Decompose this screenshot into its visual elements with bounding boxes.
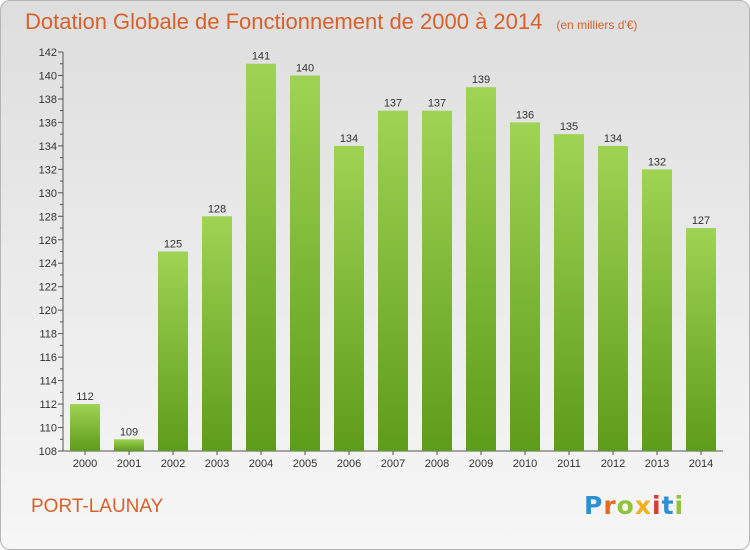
y-tick-label: 110 [39, 423, 57, 435]
bar-value-label: 125 [164, 239, 182, 251]
x-tick-label: 2008 [425, 458, 449, 470]
bar [378, 110, 408, 452]
x-tick-label: 2011 [557, 458, 581, 470]
y-tick-label: 136 [39, 117, 57, 129]
logo-letter: r [603, 491, 617, 520]
bar [642, 169, 672, 451]
bar-value-label: 132 [648, 156, 666, 168]
bar [70, 404, 100, 451]
bar-value-label: 134 [340, 133, 358, 145]
x-tick-label: 2007 [381, 458, 405, 470]
y-tick-label: 142 [39, 47, 57, 59]
x-tick-label: 2014 [689, 458, 713, 470]
y-tick-label: 108 [39, 446, 57, 458]
bar [510, 122, 540, 451]
bar-value-label: 134 [604, 133, 622, 145]
bar [466, 87, 496, 452]
x-tick-label: 2013 [645, 458, 669, 470]
logo-letter: P [584, 491, 604, 520]
y-tick-label: 126 [39, 235, 57, 247]
logo-letter: t [661, 491, 675, 520]
bar-value-label: 141 [252, 51, 270, 63]
bar [246, 63, 276, 452]
bar [334, 145, 364, 451]
chart-title: Dotation Globale de Fonctionnement de 20… [25, 9, 637, 35]
x-tick-label: 2012 [601, 458, 625, 470]
y-tick-label: 134 [39, 141, 57, 153]
y-tick-label: 118 [39, 329, 57, 341]
logo-letter: o [616, 491, 635, 520]
x-tick-label: 2003 [205, 458, 229, 470]
y-tick-label: 138 [39, 94, 57, 106]
y-tick-label: 120 [39, 305, 57, 317]
chart-title-text: Dotation Globale de Fonctionnement de 20… [25, 9, 543, 34]
x-tick-label: 2002 [161, 458, 185, 470]
y-tick-label: 124 [39, 258, 57, 270]
x-tick-label: 2006 [337, 458, 361, 470]
x-tick-label: 2005 [293, 458, 317, 470]
bar-value-label: 136 [516, 109, 534, 121]
x-tick-label: 2001 [117, 458, 141, 470]
bar [114, 439, 144, 451]
bar [686, 228, 716, 451]
x-tick-label: 2000 [73, 458, 97, 470]
bar-value-label: 127 [692, 215, 710, 227]
y-tick-label: 140 [39, 70, 57, 82]
y-tick-label: 116 [39, 352, 57, 364]
proxiti-logo[interactable]: Proxiti [584, 491, 684, 520]
bar-value-label: 128 [208, 203, 226, 215]
y-tick-label: 128 [39, 211, 57, 223]
x-tick-label: 2009 [469, 458, 493, 470]
bar [290, 75, 320, 452]
logo-letter: x [634, 491, 652, 520]
y-tick-label: 122 [39, 282, 57, 294]
bar-value-label: 135 [560, 121, 578, 133]
bar-value-label: 109 [120, 426, 138, 438]
x-tick-label: 2010 [513, 458, 537, 470]
town-name: PORT-LAUNAY [31, 496, 164, 517]
bar-value-label: 140 [296, 62, 314, 74]
y-tick-label: 114 [39, 376, 57, 388]
y-tick-label: 112 [39, 399, 57, 411]
bar [554, 134, 584, 451]
y-tick-label: 132 [39, 164, 57, 176]
bar [422, 110, 452, 452]
bar-value-label: 139 [472, 74, 490, 86]
chart-subtitle: (en milliers d'€) [556, 18, 638, 32]
bar [158, 251, 188, 451]
x-tick-label: 2004 [249, 458, 273, 470]
bar-value-label: 137 [384, 98, 402, 110]
bar-value-label: 112 [76, 391, 94, 403]
logo-letter: i [674, 491, 685, 520]
logo-letter: i [652, 491, 662, 520]
bar [598, 145, 628, 451]
bar [202, 216, 232, 451]
y-tick-label: 130 [39, 188, 57, 200]
bar-value-label: 137 [428, 98, 446, 110]
